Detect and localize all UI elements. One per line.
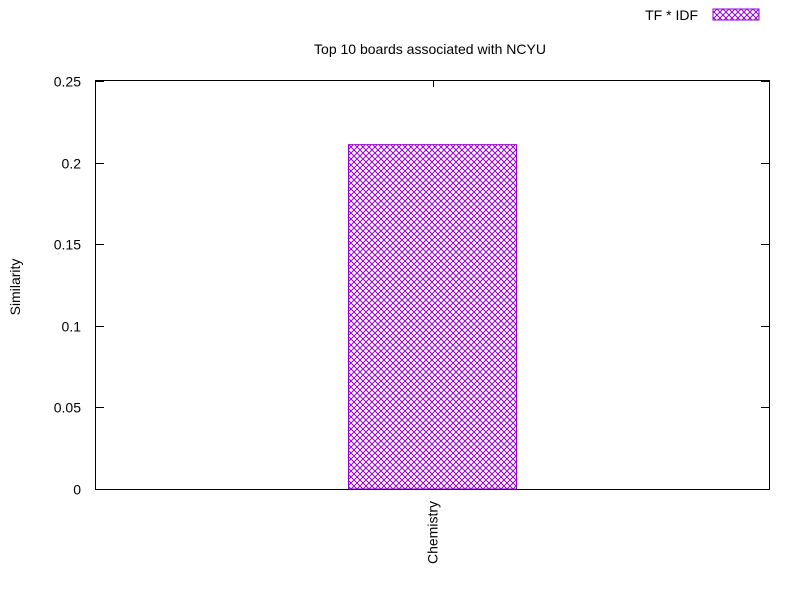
y-tick-label: 0.2 xyxy=(62,156,82,172)
y-tick-label: 0.05 xyxy=(54,400,81,416)
x-category-label: Chemistry xyxy=(425,501,441,564)
y-axis: 0 0.05 0.1 0.15 0.2 0.25 xyxy=(54,74,769,498)
legend-label: TF * IDF xyxy=(645,7,698,23)
y-axis-label: Similarity xyxy=(7,259,23,316)
y-tick-label: 0.25 xyxy=(54,74,81,90)
legend: TF * IDF xyxy=(645,7,760,23)
y-tick-label: 0.15 xyxy=(54,237,81,253)
x-axis: Chemistry xyxy=(425,81,441,564)
legend-swatch xyxy=(712,8,760,21)
y-tick-label: 0.1 xyxy=(62,319,82,335)
bar-chemistry xyxy=(348,144,517,490)
y-tick-label: 0 xyxy=(73,482,81,498)
bar-series xyxy=(348,144,517,490)
chart-title: Top 10 boards associated with NCYU xyxy=(314,41,546,57)
plot-frame xyxy=(95,80,770,490)
